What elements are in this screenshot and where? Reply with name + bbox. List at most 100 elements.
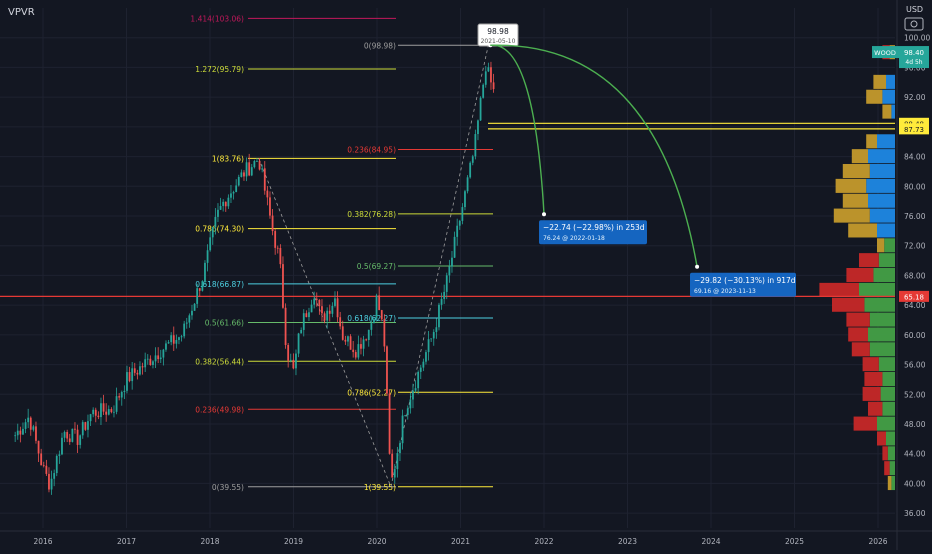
candle-body (357, 344, 360, 358)
candle-body (295, 353, 297, 369)
candle-body (248, 162, 251, 176)
candle-body (232, 192, 235, 194)
vp-bar-up (882, 89, 895, 104)
candle-body (318, 299, 321, 307)
y-tick-label: 64.00 (904, 301, 926, 310)
x-tick-label: 2017 (117, 537, 136, 546)
candle-body (453, 236, 456, 258)
candle-body (274, 231, 277, 248)
candle-body (162, 349, 165, 358)
candle-body (461, 207, 464, 221)
candle-body (227, 197, 230, 207)
candle-body (256, 160, 258, 162)
projection-info-box (690, 272, 796, 297)
x-tick-label: 2018 (200, 537, 219, 546)
fib-retracement-layer[interactable]: 1.414(103.06) 1.272(95.79) 1(83.76) 0.786(7… (190, 14, 493, 492)
candle-body (133, 368, 136, 373)
vp-bar-down (833, 208, 870, 223)
candle-body (261, 168, 264, 170)
x-tick-label: 2016 (33, 537, 52, 546)
candle-body (55, 455, 58, 474)
candle-body (287, 344, 290, 361)
candle-body (149, 358, 152, 365)
candle-body (360, 344, 362, 349)
last-price-tag (899, 46, 929, 69)
vp-bar-up (882, 401, 895, 416)
currency-label: USD (906, 5, 923, 14)
last-price-symbol: WOOD (874, 49, 896, 57)
candle-body (188, 315, 191, 323)
candle-body (422, 361, 425, 368)
vp-bar-down (848, 327, 868, 342)
candle-body (19, 430, 22, 435)
vp-bar-down (866, 89, 883, 104)
price-tag (899, 290, 929, 302)
vp-bar-up (869, 312, 895, 327)
candle-body (27, 417, 30, 423)
candle-body (388, 393, 391, 454)
x-tick-label: 2019 (284, 537, 303, 546)
candle-body (443, 291, 446, 299)
projection-arc (490, 44, 545, 215)
projection-layer[interactable]: 98.98 2021-05-10 −22.74 (−22.98%) in 253d 7… (477, 23, 796, 297)
x-tick-label: 2023 (618, 537, 637, 546)
vp-bar-down (862, 386, 881, 401)
candle-body (399, 443, 401, 454)
y-tick-label: 72.00 (904, 242, 926, 251)
vp-bar-down (882, 104, 892, 119)
vp-bar-up (877, 223, 895, 238)
candle-body (94, 409, 97, 416)
candle-body (451, 257, 453, 267)
candle-body (367, 329, 370, 341)
candle-body (404, 415, 407, 416)
candle-body (349, 336, 352, 350)
candle-body (180, 336, 183, 338)
vp-bar-up (891, 476, 895, 491)
vp-bar-up (877, 416, 895, 431)
candle-body (113, 411, 115, 413)
fib-level-label: 0(39.55) (212, 483, 244, 492)
candle-body (326, 310, 329, 321)
candle-body (131, 368, 134, 382)
candle-body (279, 248, 282, 265)
candle-body (315, 298, 318, 300)
candle-body (53, 473, 56, 479)
projection-info-line1: −22.74 (−22.98%) in 253d (543, 223, 645, 232)
candle-body (224, 201, 227, 207)
candle-body (313, 298, 316, 305)
candle-body (63, 432, 66, 438)
candle-body (144, 359, 147, 368)
candle-body (175, 339, 178, 344)
candle-body (471, 156, 474, 163)
y-tick-label: 68.00 (904, 271, 926, 280)
candle-body (87, 421, 89, 430)
fib-level-label: 1.272(95.79) (195, 65, 244, 74)
candle-body (430, 338, 433, 340)
candle-body (482, 84, 485, 98)
vp-bar-up (869, 342, 895, 357)
candle-body (365, 339, 368, 341)
candle-body (258, 160, 261, 170)
vp-bar-down (884, 461, 890, 476)
candle-body (375, 295, 378, 319)
vp-bar-down (873, 74, 886, 89)
candle-body (193, 303, 196, 311)
candle-body (237, 176, 240, 186)
price-tag (899, 123, 929, 135)
vp-bar-down (835, 178, 867, 193)
y-tick-label: 36.00 (904, 509, 926, 518)
candle-body (341, 326, 344, 340)
candle-body (401, 415, 404, 444)
candle-body (417, 371, 420, 389)
candle-body (48, 473, 50, 490)
candle-body (487, 67, 490, 72)
vp-bar-down (853, 416, 877, 431)
fib-level-label: 0.236(49.98) (195, 405, 244, 414)
candle-body (271, 215, 274, 232)
vp-bar-up (877, 134, 895, 149)
fib-level-label: 0.382(76.28) (347, 210, 396, 219)
fib-level-label: 1(39.55) (364, 483, 396, 492)
x-tick-label: 2021 (451, 537, 470, 546)
